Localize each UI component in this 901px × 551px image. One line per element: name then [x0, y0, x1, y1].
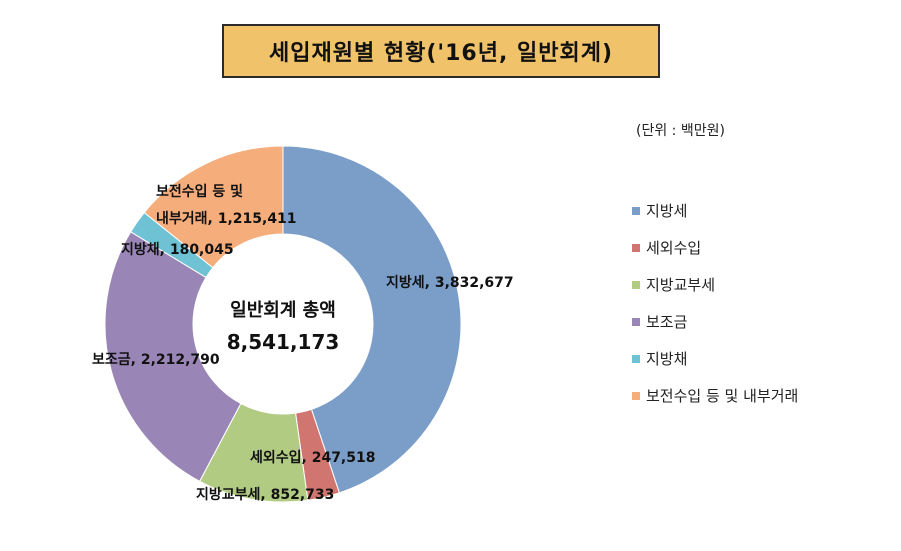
legend-item-sewoesuip: 세외수입: [632, 237, 701, 258]
legend-label: 보전수입 등 및 내부거래: [646, 387, 799, 405]
legend-swatch: [632, 206, 640, 215]
center-total-value: 8,541,173: [226, 330, 340, 354]
legend-label: 지방교부세: [646, 276, 716, 294]
data-label-gyobuse: 지방교부세, 852,733: [196, 486, 334, 503]
legend-swatch: [632, 243, 640, 252]
legend-item-bojogeum: 보조금: [632, 311, 687, 332]
legend-item-jibangchae: 지방채: [632, 348, 687, 369]
data-label-sewoesuip: 세외수입, 247,518: [250, 449, 375, 466]
data-label-bojogeum: 보조금, 2,212,790: [92, 352, 220, 368]
chart-title: 세입재원별 현황('16년, 일반회계): [222, 24, 660, 78]
legend-item-jibangse: 지방세: [632, 200, 687, 221]
legend-item-bojeonsuip: 보전수입 등 및 내부거래: [632, 385, 798, 406]
legend-label: 지방채: [646, 350, 688, 368]
data-label-bojeonsuip-line-1: 보전수입 등 및: [156, 183, 243, 200]
center-label: 일반회계 총액: [230, 300, 336, 321]
data-label-jibangse: 지방세, 3,832,677: [386, 274, 514, 291]
legend-swatch: [632, 354, 640, 363]
legend-label: 세외수입: [646, 239, 702, 257]
unit-note: (단위 : 백만원): [636, 123, 725, 139]
legend-label: 지방세: [646, 202, 688, 220]
donut-slice-bojeonsuip: [143, 145, 284, 269]
donut-slice-bojogeum: [104, 231, 242, 482]
legend-item-gyobuse: 지방교부세: [632, 274, 715, 295]
data-label-bojeonsuip-line-2: 내부거래, 1,215,411: [156, 211, 297, 227]
legend-label: 보조금: [646, 313, 688, 331]
legend-swatch: [632, 317, 640, 326]
legend-swatch: [632, 280, 640, 289]
center-summary: 일반회계 총액 8,541,173: [193, 296, 373, 354]
donut-slice-jibangse: [282, 145, 462, 494]
legend-swatch: [632, 391, 640, 400]
data-label-jibangchae: 지방채, 180,045: [121, 241, 234, 258]
